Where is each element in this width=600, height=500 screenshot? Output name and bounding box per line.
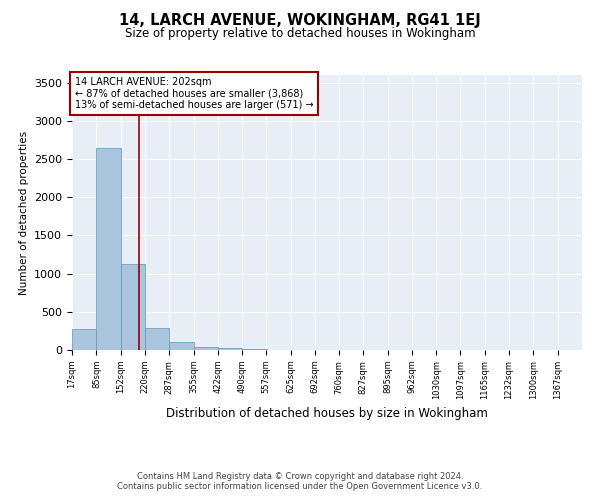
Y-axis label: Number of detached properties: Number of detached properties [19, 130, 29, 294]
Bar [194, 348, 218, 350]
Text: 14 LARCH AVENUE: 202sqm
← 87% of detached houses are smaller (3,868)
13% of semi: 14 LARCH AVENUE: 202sqm ← 87% of detache… [75, 76, 314, 110]
Bar [218, 348, 242, 350]
Text: 14, LARCH AVENUE, WOKINGHAM, RG41 1EJ: 14, LARCH AVENUE, WOKINGHAM, RG41 1EJ [119, 12, 481, 28]
Text: Size of property relative to detached houses in Wokingham: Size of property relative to detached ho… [125, 28, 475, 40]
Text: Contains HM Land Registry data © Crown copyright and database right 2024.
Contai: Contains HM Land Registry data © Crown c… [118, 472, 482, 491]
X-axis label: Distribution of detached houses by size in Wokingham: Distribution of detached houses by size … [166, 408, 488, 420]
Bar [97, 148, 121, 350]
Bar [169, 342, 194, 350]
Bar [121, 264, 145, 350]
Bar [72, 330, 97, 350]
Bar [145, 328, 169, 350]
Bar [242, 349, 266, 350]
